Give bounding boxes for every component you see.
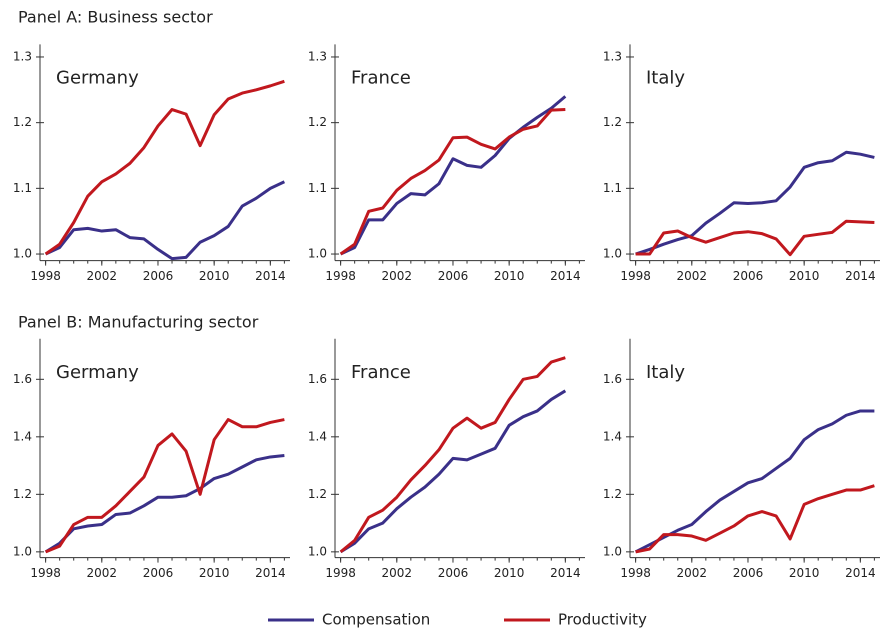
- series-line: [44, 79, 285, 256]
- panel-title: Panel B: Manufacturing sector: [18, 313, 259, 332]
- series-line: [44, 180, 286, 261]
- x-tick-label: 2002: [677, 566, 708, 580]
- chart-title: Italy: [646, 67, 685, 88]
- series-line: [635, 150, 875, 256]
- y-tick-label: 1.2: [308, 487, 327, 501]
- x-tick-label: 2010: [494, 566, 525, 580]
- y-tick-label: 1.0: [603, 247, 622, 261]
- x-tick-label: 2010: [789, 269, 820, 283]
- x-tick-label: 1998: [620, 566, 651, 580]
- y-tick-label: 1.0: [308, 247, 327, 261]
- series-line: [45, 418, 285, 554]
- x-tick-label: 2010: [789, 566, 820, 580]
- legend-label: Productivity: [558, 611, 647, 629]
- x-tick-label: 2006: [143, 269, 174, 283]
- y-tick-label: 1.6: [13, 372, 32, 386]
- chart-title: France: [351, 67, 411, 88]
- x-tick-label: 2002: [87, 566, 118, 580]
- y-tick-label: 1.0: [603, 544, 622, 558]
- y-tick-label: 1.2: [603, 115, 622, 129]
- x-tick-label: 2014: [845, 566, 876, 580]
- y-tick-label: 1.4: [603, 429, 622, 443]
- x-tick-label: 2002: [87, 269, 118, 283]
- x-tick-label: 2010: [494, 269, 525, 283]
- x-tick-label: 2006: [733, 269, 764, 283]
- y-tick-label: 1.4: [13, 429, 32, 443]
- y-tick-label: 1.0: [13, 544, 32, 558]
- x-tick-label: 2006: [438, 269, 469, 283]
- y-tick-label: 1.2: [13, 115, 32, 129]
- y-tick-label: 1.4: [308, 429, 327, 443]
- x-tick-label: 1998: [30, 566, 61, 580]
- y-tick-label: 1.2: [308, 115, 327, 129]
- y-tick-label: 1.1: [13, 181, 32, 195]
- y-tick-label: 1.6: [603, 372, 622, 386]
- series-line: [635, 219, 875, 257]
- x-tick-label: 2014: [550, 566, 581, 580]
- y-tick-label: 1.3: [13, 49, 32, 63]
- y-tick-label: 1.1: [308, 181, 327, 195]
- y-tick-label: 1.6: [308, 372, 327, 386]
- y-tick-label: 1.0: [13, 247, 32, 261]
- x-tick-label: 2002: [382, 269, 413, 283]
- series-line: [339, 95, 567, 256]
- series-line: [635, 484, 875, 554]
- x-tick-label: 2006: [143, 566, 174, 580]
- chart-title: Italy: [646, 362, 685, 383]
- x-tick-label: 2014: [845, 269, 876, 283]
- x-tick-label: 1998: [325, 566, 356, 580]
- series-line: [634, 409, 875, 554]
- y-tick-label: 1.1: [603, 181, 622, 195]
- x-tick-label: 2014: [255, 269, 286, 283]
- x-tick-label: 2014: [255, 566, 286, 580]
- y-tick-label: 1.3: [603, 49, 622, 63]
- y-tick-label: 1.2: [13, 487, 32, 501]
- x-tick-label: 1998: [325, 269, 356, 283]
- y-tick-label: 1.3: [308, 49, 327, 63]
- series-line: [44, 454, 285, 554]
- x-tick-label: 1998: [30, 269, 61, 283]
- series-line: [339, 108, 566, 256]
- y-tick-label: 1.2: [603, 487, 622, 501]
- series-line: [339, 389, 567, 554]
- x-tick-label: 2002: [382, 566, 413, 580]
- x-tick-label: 2014: [550, 269, 581, 283]
- y-tick-label: 1.0: [308, 544, 327, 558]
- panel-title: Panel A: Business sector: [18, 8, 213, 27]
- chart-title: Germany: [56, 362, 139, 383]
- x-tick-label: 2002: [677, 269, 708, 283]
- x-tick-label: 2006: [733, 566, 764, 580]
- series-line: [339, 356, 566, 554]
- legend-label: Compensation: [322, 611, 430, 629]
- x-tick-label: 2010: [199, 566, 230, 580]
- chart-title: France: [351, 362, 411, 383]
- x-tick-label: 2006: [438, 566, 469, 580]
- x-tick-label: 1998: [620, 269, 651, 283]
- x-tick-label: 2010: [199, 269, 230, 283]
- chart-title: Germany: [56, 67, 139, 88]
